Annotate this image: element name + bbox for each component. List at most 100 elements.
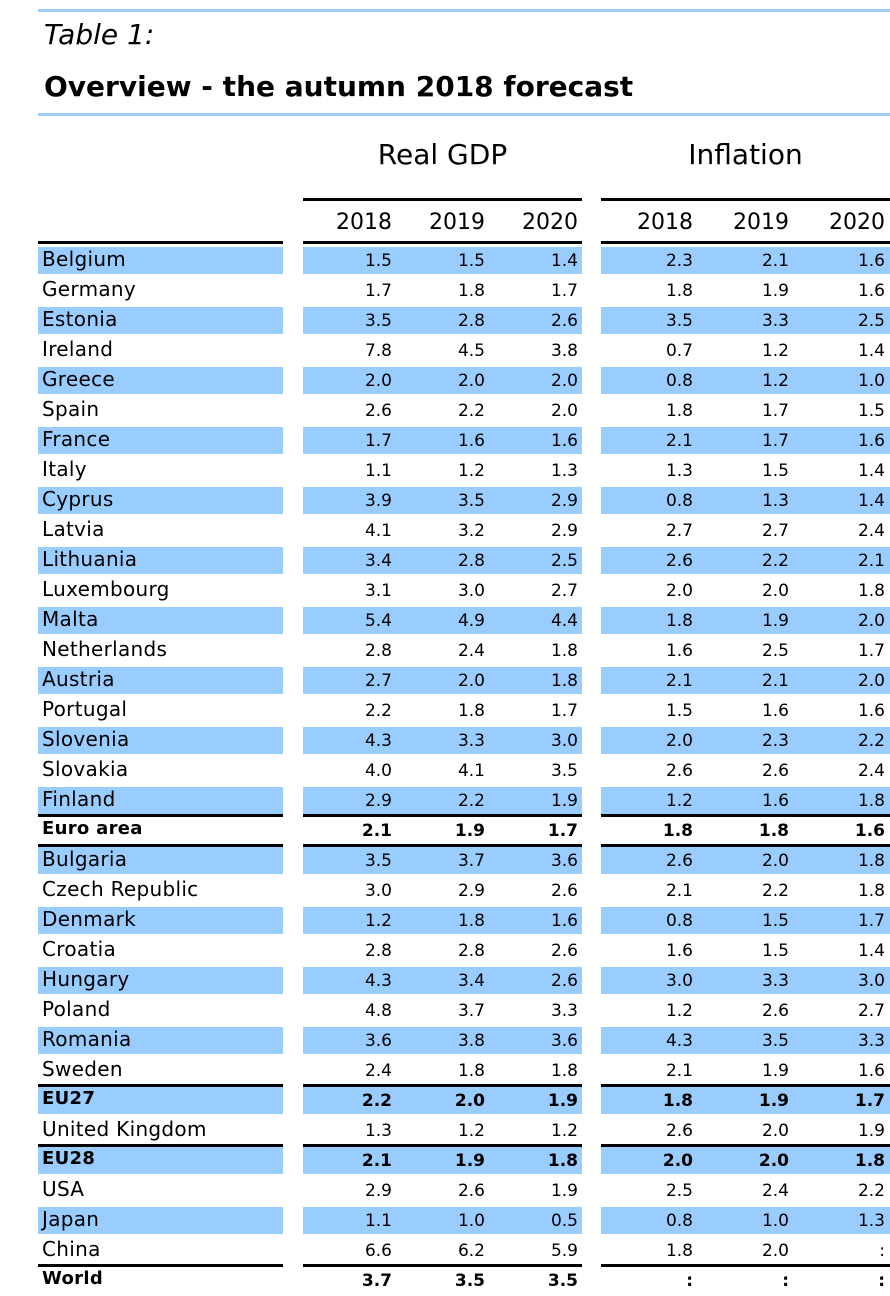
cell: 1.3 <box>665 461 693 481</box>
cell: 1.7 <box>854 1091 885 1111</box>
row-shade <box>601 667 890 694</box>
cell: 1.8 <box>662 821 693 841</box>
row-shade <box>601 307 890 334</box>
cell: 1.3 <box>761 491 789 511</box>
row-shade <box>601 247 890 274</box>
cell: 4.1 <box>457 761 485 781</box>
cell: 1.4 <box>857 461 885 481</box>
cell: 3.3 <box>857 1031 885 1051</box>
year-header: 2018 <box>637 210 693 235</box>
row-label: Malta <box>42 607 99 631</box>
cell: 2.6 <box>761 761 789 781</box>
cell: 1.5 <box>665 701 693 721</box>
cell: 1.7 <box>761 431 789 451</box>
row-shade <box>38 547 283 574</box>
cell: 2.2 <box>361 1091 392 1111</box>
row-label: Austria <box>42 667 115 691</box>
cell: 2.0 <box>857 611 885 631</box>
cell: 2.1 <box>857 551 885 571</box>
cell: 5.9 <box>550 1241 578 1261</box>
cell: 2.9 <box>457 881 485 901</box>
row-label: France <box>42 427 111 451</box>
row-shade <box>38 907 283 934</box>
rule <box>38 241 283 244</box>
row-shade <box>303 367 582 394</box>
cell: 1.8 <box>457 701 485 721</box>
cell: 1.8 <box>665 1241 693 1261</box>
row-shade <box>303 967 582 994</box>
cell: 2.8 <box>364 641 392 661</box>
rule <box>601 814 890 817</box>
cell: 3.7 <box>457 851 485 871</box>
row-shade <box>38 967 283 994</box>
cell: 1.9 <box>761 611 789 631</box>
cell: 3.6 <box>364 1031 392 1051</box>
rule <box>38 1264 283 1267</box>
row-label: Ireland <box>42 337 114 361</box>
row-shade <box>601 1087 890 1114</box>
rule <box>601 198 890 201</box>
cell: 3.7 <box>361 1271 392 1291</box>
cell: 3.3 <box>457 731 485 751</box>
cell: 4.0 <box>364 761 392 781</box>
cell: 2.7 <box>665 521 693 541</box>
year-header: 2020 <box>829 210 885 235</box>
cell: 2.6 <box>550 881 578 901</box>
cell: 1.8 <box>662 1091 693 1111</box>
row-label: Greece <box>42 367 115 391</box>
cell: 1.4 <box>550 251 578 271</box>
cell: 3.3 <box>761 971 789 991</box>
rule <box>303 1084 582 1087</box>
year-header: 2020 <box>522 210 578 235</box>
cell: 1.6 <box>761 701 789 721</box>
cell: 4.3 <box>364 971 392 991</box>
cell: 1.2 <box>550 1121 578 1141</box>
cell: 2.0 <box>665 581 693 601</box>
row-shade <box>303 607 582 634</box>
row-shade <box>303 307 582 334</box>
row-shade <box>38 307 283 334</box>
cell: 1.6 <box>550 431 578 451</box>
rule <box>303 814 582 817</box>
cell: 1.5 <box>857 401 885 421</box>
row-label: EU28 <box>42 1148 96 1169</box>
cell: 0.5 <box>550 1211 578 1231</box>
cell: 2.2 <box>457 791 485 811</box>
cell: 3.3 <box>761 311 789 331</box>
rule <box>601 1264 890 1267</box>
cell: 1.8 <box>457 911 485 931</box>
cell: 1.8 <box>457 281 485 301</box>
row-label: Belgium <box>42 247 127 271</box>
cell: 1.8 <box>857 581 885 601</box>
row-label: China <box>42 1237 101 1261</box>
row-shade <box>303 247 582 274</box>
cell: 1.2 <box>457 461 485 481</box>
row-label: Czech Republic <box>42 877 199 901</box>
row-shade <box>38 787 283 814</box>
cell: 2.0 <box>457 671 485 691</box>
cell: : <box>878 1271 885 1291</box>
row-label: Croatia <box>42 937 116 961</box>
cell: 1.0 <box>457 1211 485 1231</box>
cell: 3.3 <box>550 1001 578 1021</box>
cell: 3.0 <box>665 971 693 991</box>
row-shade <box>601 547 890 574</box>
cell: 2.7 <box>550 581 578 601</box>
cell: 3.5 <box>550 761 578 781</box>
cell: 1.2 <box>665 791 693 811</box>
cell: 1.7 <box>547 821 578 841</box>
cell: 2.9 <box>550 521 578 541</box>
cell: 3.1 <box>364 581 392 601</box>
row-shade <box>38 727 283 754</box>
cell: 3.0 <box>457 581 485 601</box>
cell: 1.4 <box>857 491 885 511</box>
row-shade <box>38 1087 283 1114</box>
row-label: Sweden <box>42 1057 123 1081</box>
cell: 2.9 <box>550 491 578 511</box>
row-shade <box>38 847 283 874</box>
rule <box>303 1264 582 1267</box>
row-label: Slovenia <box>42 727 130 751</box>
cell: : <box>686 1271 693 1291</box>
cell: 2.2 <box>761 551 789 571</box>
cell: 1.2 <box>761 341 789 361</box>
